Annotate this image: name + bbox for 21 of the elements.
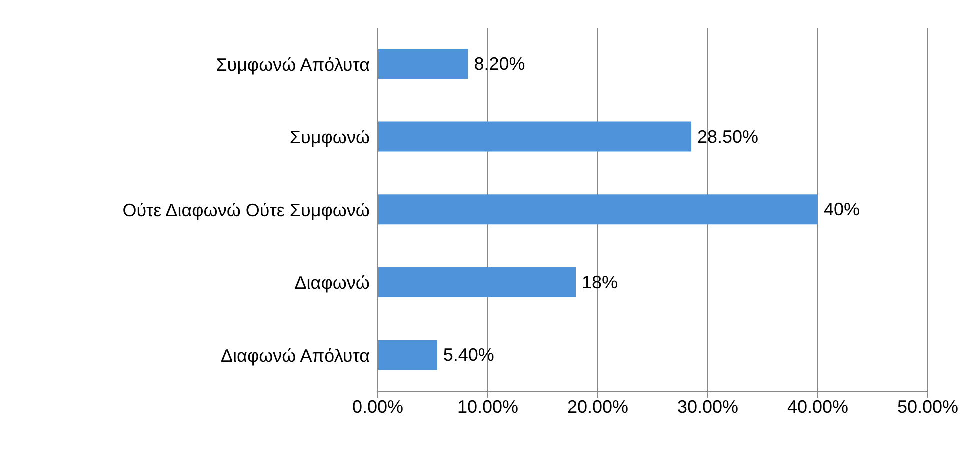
data-label: 40% <box>824 200 860 220</box>
x-tick-label: 20.00% <box>567 396 629 417</box>
bar <box>378 267 576 298</box>
data-label: 28.50% <box>698 126 759 147</box>
bar <box>378 49 468 79</box>
y-tick-label: Διαφωνώ <box>294 273 370 294</box>
x-tick-label: 30.00% <box>677 396 739 417</box>
y-tick-label: Διαφωνώ Απόλυτα <box>221 346 370 366</box>
bar <box>378 194 818 225</box>
y-tick-label: Συμφωνώ <box>290 128 370 148</box>
x-tick-label: 10.00% <box>457 396 519 417</box>
x-tick-label: 0.00% <box>352 396 404 417</box>
x-tick-label: 40.00% <box>787 396 849 417</box>
bar <box>378 340 438 370</box>
data-label: 18% <box>582 272 618 292</box>
x-tick-label: 50.00% <box>897 396 959 417</box>
y-tick-label: Ούτε Διαφωνώ Ούτε Συμφωνώ <box>122 200 370 220</box>
bar <box>378 122 692 152</box>
data-label: 8.20% <box>474 54 526 74</box>
y-tick-label: Συμφωνώ Απόλυτα <box>216 54 370 75</box>
data-label: 5.40% <box>443 345 494 366</box>
